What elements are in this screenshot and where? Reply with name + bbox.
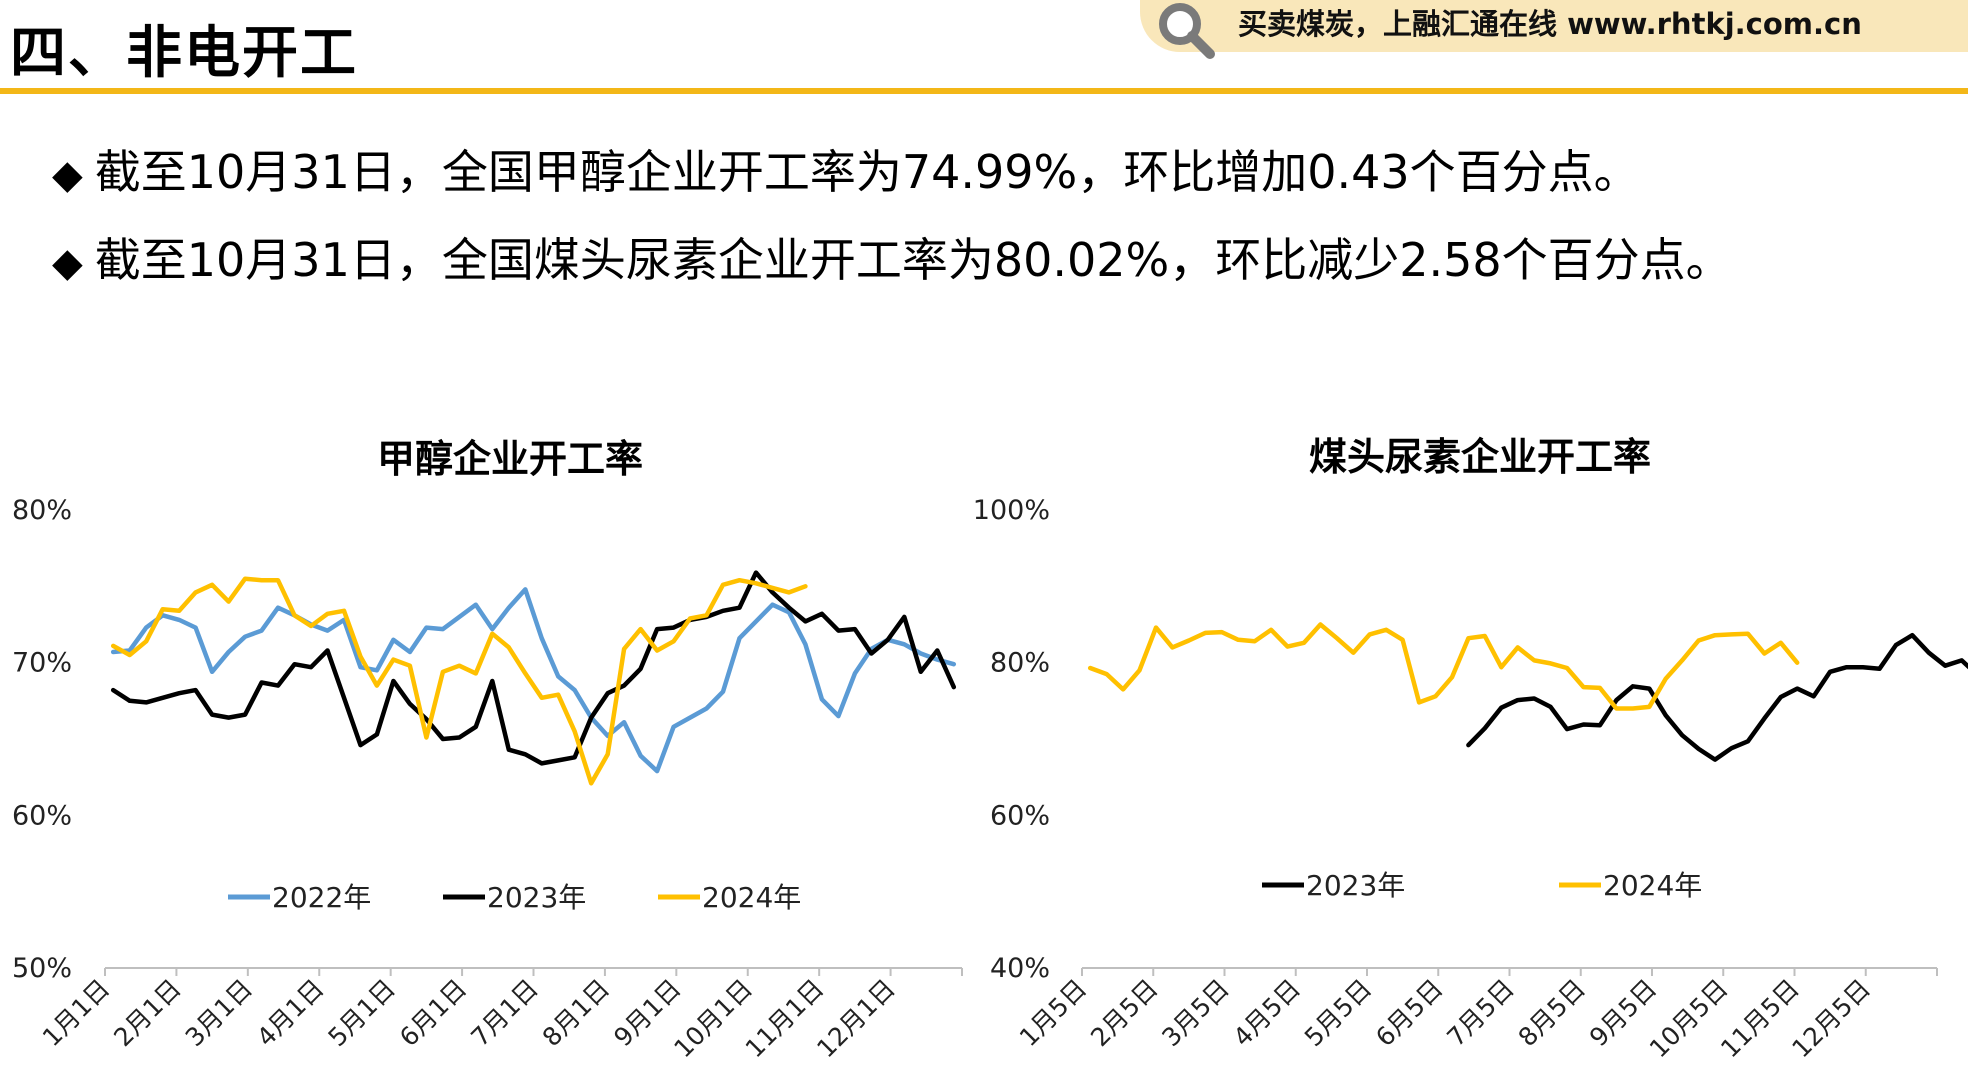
- y-tick-label: 60%: [12, 800, 72, 831]
- x-tick-label: 5月5日: [1299, 974, 1377, 1052]
- y-tick-label: 50%: [12, 953, 72, 984]
- bullet-text: 截至10月31日，全国甲醇企业开工率为74.99%，环比增加0.43个百分点。: [94, 145, 1640, 199]
- title-divider: [0, 88, 1968, 94]
- diamond-bullet-icon: ◆: [52, 152, 83, 198]
- page-title: 四、非电开工: [10, 21, 358, 86]
- series-line: [1087, 622, 1800, 711]
- x-tick-label: 12月5日: [1786, 974, 1876, 1064]
- y-tick-label: 80%: [12, 495, 72, 526]
- legend-label: 2024年: [1603, 869, 1702, 902]
- bullet-methanol: ◆ 截至10月31日，全国甲醇企业开工率为74.99%，环比增加0.43个百分点。: [52, 140, 1640, 207]
- chart-title-urea: 煤头尿素企业开工率: [1308, 435, 1651, 479]
- x-tick-label: 4月5日: [1228, 974, 1306, 1052]
- y-tick-label: 80%: [990, 648, 1050, 679]
- y-tick-label: 70%: [12, 648, 72, 679]
- legend-label: 2023年: [1306, 869, 1405, 902]
- site-banner[interactable]: [1140, 0, 1968, 52]
- x-tick-label: 2月5日: [1085, 974, 1163, 1052]
- bullet-text: 截至10月31日，全国煤头尿素企业开工率为80.02%，环比减少2.58个百分点…: [94, 233, 1732, 287]
- diamond-bullet-icon: ◆: [52, 240, 83, 286]
- series-line: [1466, 632, 1968, 762]
- bullet-urea: ◆ 截至10月31日，全国煤头尿素企业开工率为80.02%，环比减少2.58个百分…: [52, 228, 1732, 295]
- series-line: [110, 576, 808, 786]
- x-tick-label: 6月5日: [1370, 974, 1448, 1052]
- search-icon[interactable]: [1148, 0, 1224, 60]
- x-tick-label: 7月5日: [1441, 974, 1519, 1052]
- legend-label: 2023年: [487, 881, 586, 914]
- x-tick-label: 3月5日: [1156, 974, 1234, 1052]
- legend-label: 2024年: [702, 881, 801, 914]
- y-tick-label: 40%: [990, 953, 1050, 984]
- x-tick-label: 10月5日: [1644, 974, 1734, 1064]
- y-tick-label: 60%: [990, 800, 1050, 831]
- banner-link-text[interactable]: 买卖煤炭，上融汇通在线 www.rhtkj.com.cn: [1238, 7, 1862, 41]
- y-tick-label: 100%: [973, 495, 1050, 526]
- x-tick-label: 11月5日: [1715, 974, 1805, 1064]
- series-line: [110, 570, 957, 766]
- x-tick-label: 8月5日: [1513, 974, 1591, 1052]
- x-tick-label: 1月5日: [1014, 974, 1092, 1052]
- series-line: [110, 587, 957, 774]
- legend-label: 2022年: [272, 881, 371, 914]
- chart-title-methanol: 甲醇企业开工率: [376, 437, 643, 481]
